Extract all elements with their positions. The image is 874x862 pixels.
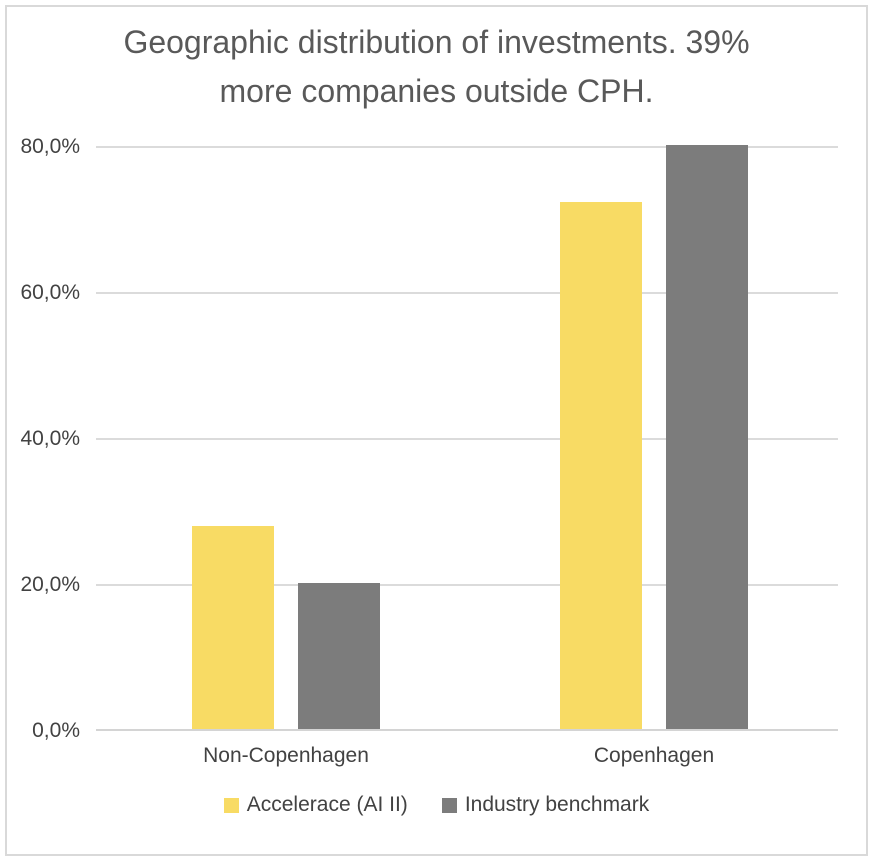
x-axis: Non-Copenhagen Copenhagen xyxy=(96,744,838,768)
plot-area xyxy=(96,145,838,731)
x-axis-label-copenhagen: Copenhagen xyxy=(593,744,715,767)
legend-swatch-icon xyxy=(441,797,457,813)
legend-item-industry-benchmark: Industry benchmark xyxy=(441,793,650,817)
bar-non-copenhagen-industry-benchmark xyxy=(298,583,380,729)
gridline-40-0 xyxy=(96,438,838,440)
y-axis-tick-label: 0,0% xyxy=(32,719,80,742)
y-axis-tick-label: 80,0% xyxy=(20,135,80,158)
chart-title: Geographic distribution of investments. … xyxy=(7,18,866,116)
y-axis-tick-label: 60,0% xyxy=(20,281,80,304)
gridline-60-0 xyxy=(96,292,838,294)
chart-card: Geographic distribution of investments. … xyxy=(5,5,868,856)
bar-copenhagen-accelerace-ai-ii xyxy=(560,202,642,729)
chart-title-line-1: Geographic distribution of investments. … xyxy=(123,24,750,60)
bar-copenhagen-industry-benchmark xyxy=(666,145,748,729)
legend-swatch-icon xyxy=(223,797,239,813)
legend: Accelerace (AI II) Industry benchmark xyxy=(7,793,866,817)
legend-label: Industry benchmark xyxy=(464,793,650,816)
y-axis-tick-label: 40,0% xyxy=(20,427,80,450)
bar-non-copenhagen-accelerace-ai-ii xyxy=(192,526,274,729)
legend-label: Accelerace (AI II) xyxy=(246,793,408,816)
gridline-20-0 xyxy=(96,584,838,586)
y-axis: 0,0% 20,0% 40,0% 60,0% 80,0% xyxy=(7,135,80,742)
legend-item-accelerace-ai-ii: Accelerace (AI II) xyxy=(223,793,408,817)
y-axis-tick-label: 20,0% xyxy=(20,573,80,596)
x-axis-label-non-copenhagen: Non-Copenhagen xyxy=(203,744,369,767)
gridline-80-0 xyxy=(96,146,838,148)
chart-title-line-2: more companies outside CPH. xyxy=(219,73,654,109)
